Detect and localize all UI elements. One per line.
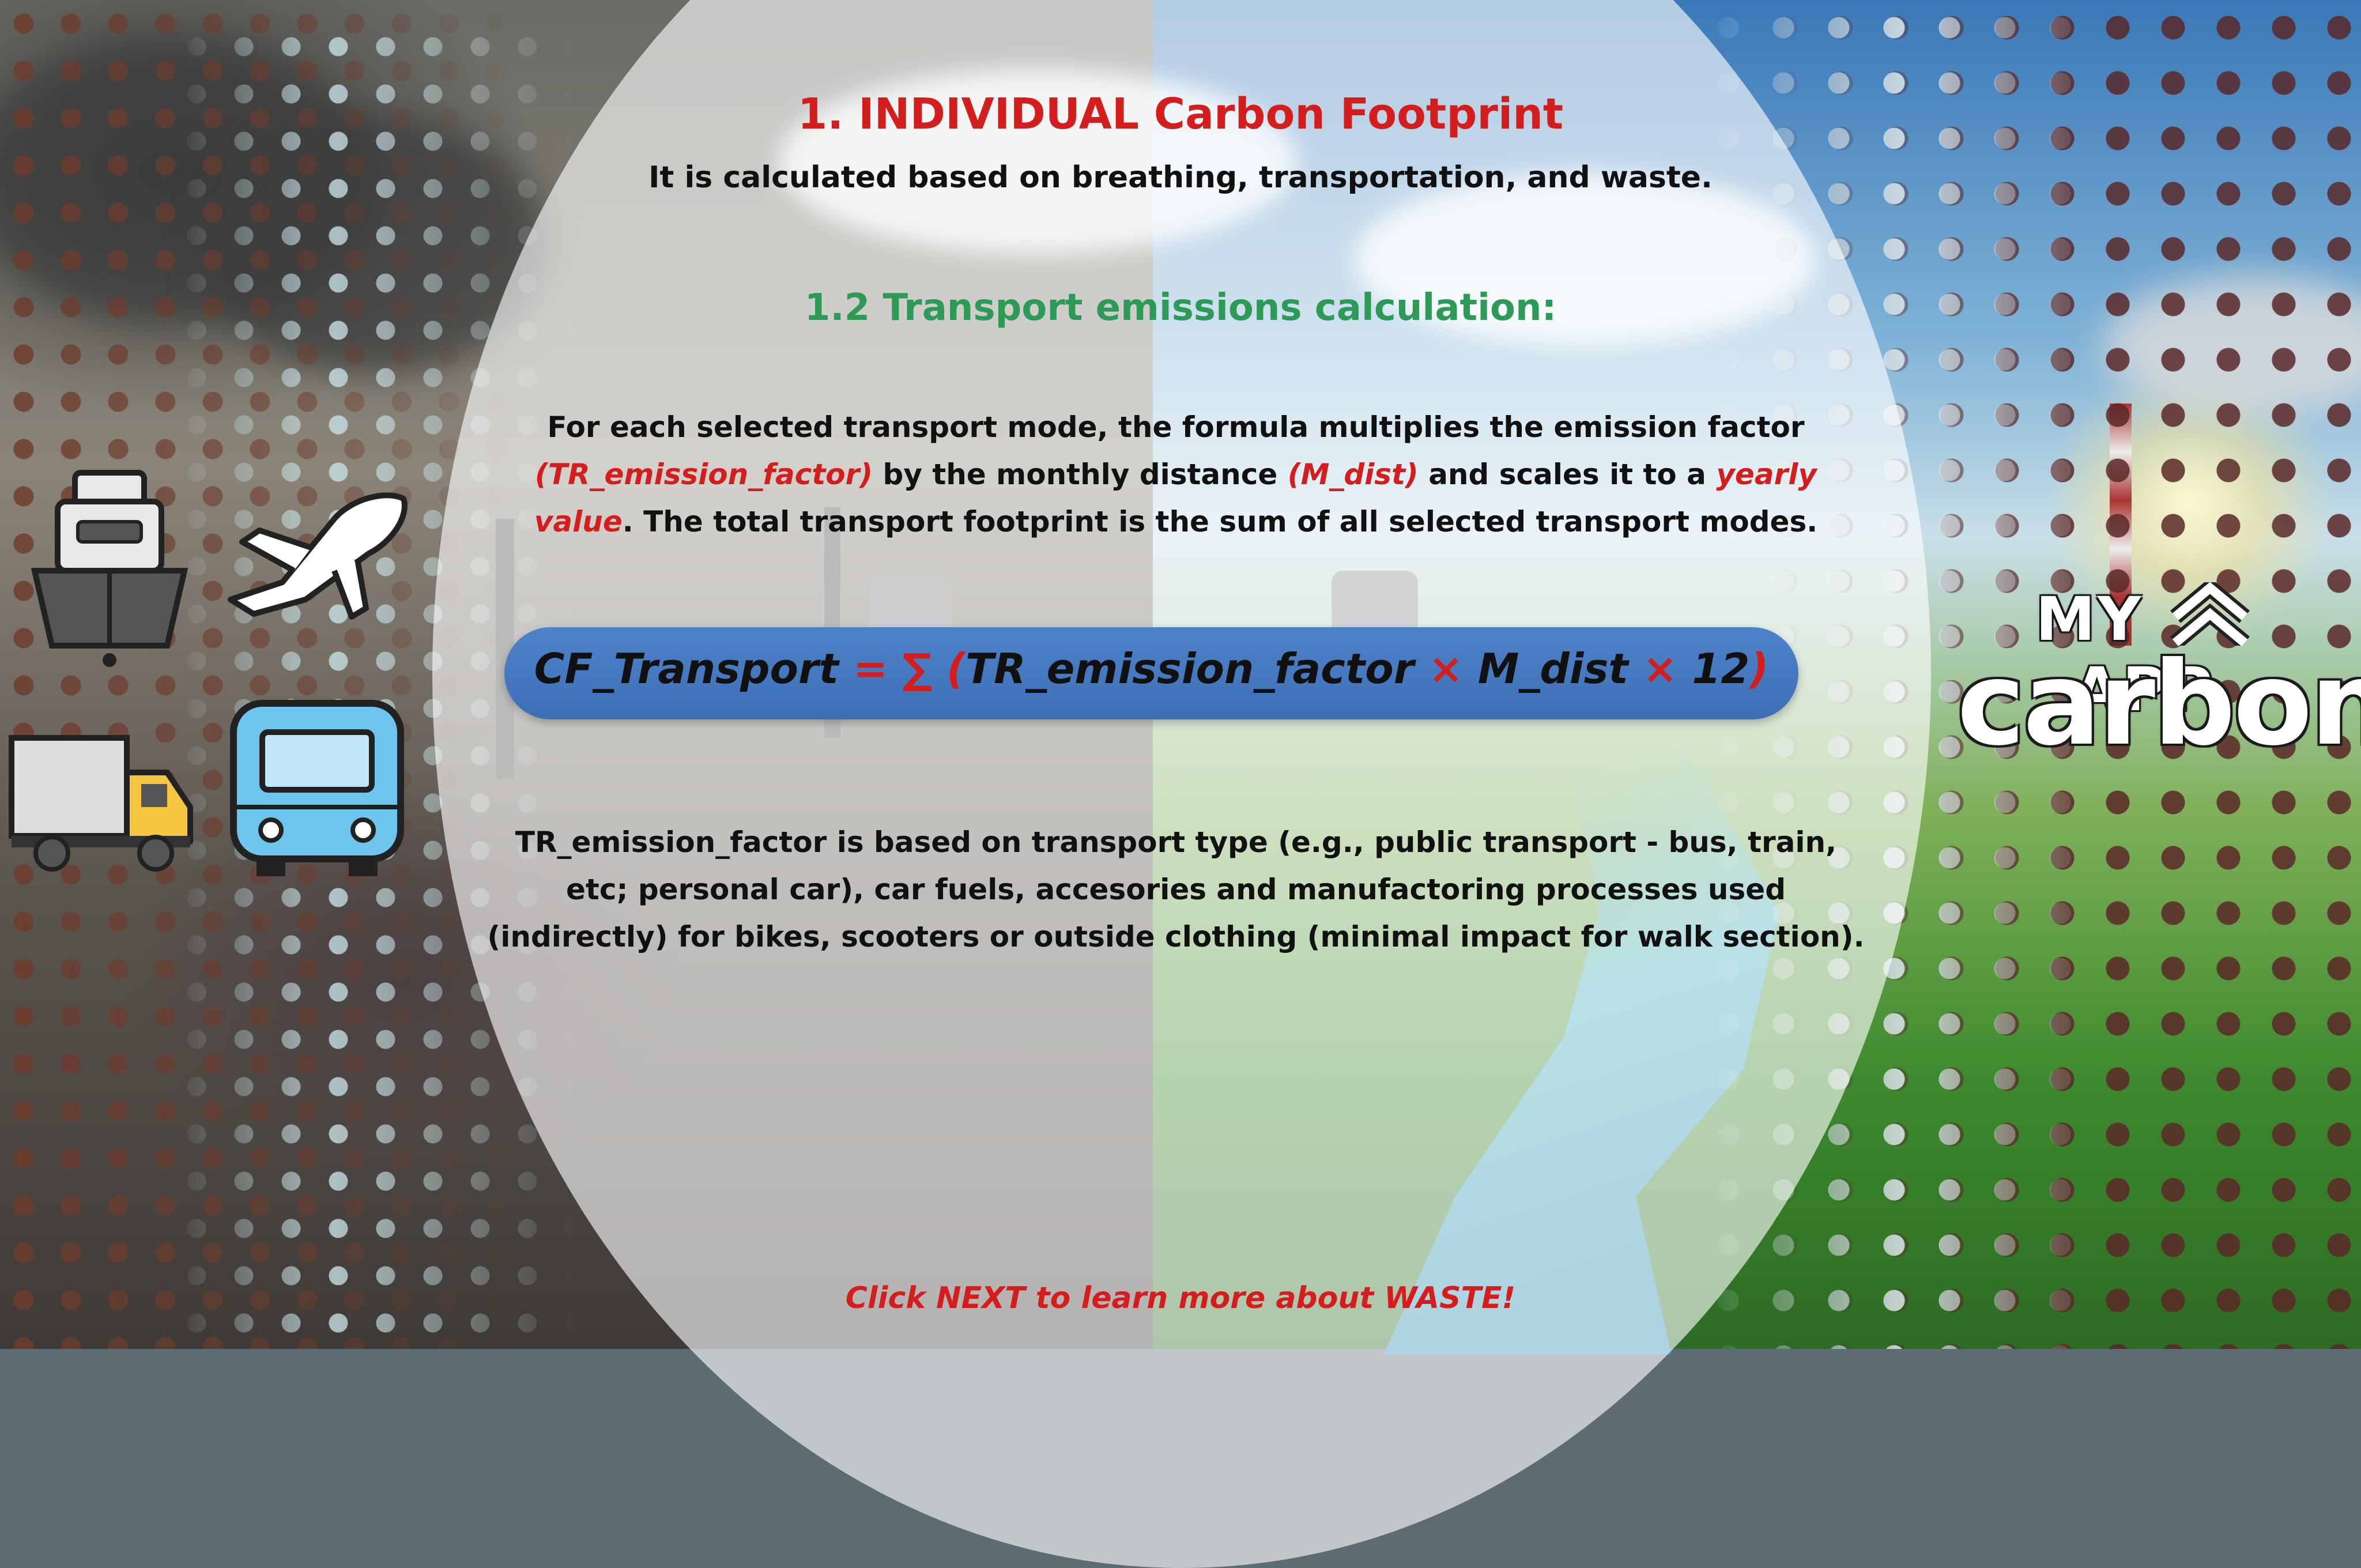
bus-icon (230, 700, 404, 876)
content-circle (432, 0, 1931, 1568)
term-emission-factor: (TR_emission_factor) (535, 458, 873, 491)
truck-icon (9, 735, 193, 872)
transport-formula: CF_Transport = ∑ (TR_emission_factor × M… (504, 644, 1798, 693)
formula-equals-sum: = ∑ ( (853, 644, 966, 693)
app-logo: MY APP carbon (1957, 577, 2361, 771)
formula-factor: TR_emission_factor (965, 644, 1429, 693)
logo-carbon: carbon (1957, 637, 2361, 771)
formula-lhs: CF_Transport (534, 644, 853, 693)
text-segment: . The total transport footprint is the s… (622, 505, 1818, 538)
text-segment: For each selected transport mode, the fo… (547, 410, 1805, 444)
logo-top-row: MY APP (1957, 577, 2332, 725)
logo-my: MY (2035, 584, 2144, 654)
airplane-icon (228, 492, 408, 620)
formula-box (504, 627, 1798, 719)
page-subtitle: It is calculated based on breathing, tra… (648, 160, 1713, 195)
term-yearly-value: yearly value (534, 458, 1817, 538)
formula-months: 12 (1692, 644, 1750, 693)
page-title: 1. INDIVIDUAL Carbon Footprint (797, 89, 1564, 139)
text-segment: and scales it to a (1418, 458, 1717, 491)
text-segment: by the monthly distance (873, 458, 1288, 491)
chevrons-up-icon (2170, 577, 2250, 649)
formula-close: ) (1749, 644, 1769, 693)
next-prompt: Click NEXT to learn more about WASTE! (845, 1281, 1516, 1316)
formula-times: × (1428, 644, 1478, 693)
emission-factor-explanation: TR_emission_factor is based on transport… (487, 826, 1865, 953)
ship-icon (31, 470, 188, 667)
section-title: 1.2 Transport emissions calculation: (804, 287, 1557, 329)
logo-app: APP (2073, 654, 2215, 725)
main-content: 1. INDIVIDUAL Carbon Footprint It is cal… (484, 89, 1868, 1316)
transport-explanation: For each selected transport mode, the fo… (484, 404, 1868, 545)
term-monthly-distance: (M_dist) (1287, 458, 1419, 491)
formula-times: × (1642, 644, 1692, 693)
formula-distance: M_dist (1477, 644, 1643, 693)
